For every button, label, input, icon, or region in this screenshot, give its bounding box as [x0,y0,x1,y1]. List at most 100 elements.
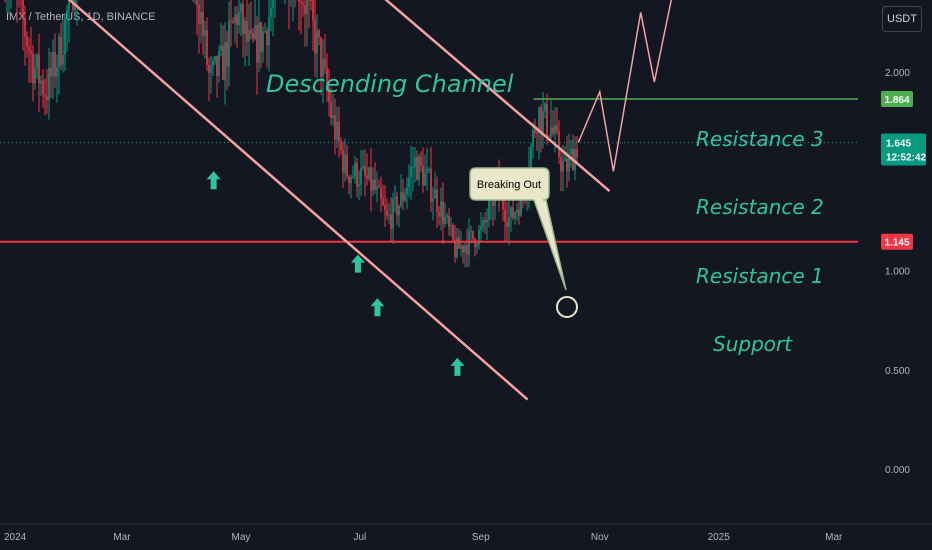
candle-body [358,184,360,187]
candle-body [52,52,54,77]
annotations-group: Descending Channel Resistance 3 Resistan… [266,70,824,356]
candle-body [538,107,540,133]
candle-body [444,217,446,225]
resistance3-label: Resistance 3 [696,127,824,151]
candle-body [302,3,304,6]
candle-body [560,157,562,172]
candle-body [252,32,254,39]
candle-body [260,22,262,52]
candle-body [240,4,242,12]
candle-body [356,162,358,187]
candle-body [400,192,402,206]
candle-body [422,165,424,186]
candle-body [368,167,370,179]
level-badge-label: 1.145 [884,238,909,249]
candle-body [458,237,460,249]
candle-body [372,179,374,191]
candle-body [544,103,546,112]
candle-body [426,169,428,173]
candle-body [516,209,518,213]
breaking-out-callout: Breaking Out [469,167,578,318]
candle-body [30,50,32,54]
candle-body [250,30,252,33]
candle-body [46,96,48,100]
channel-lower-line [67,0,529,401]
candle-body [200,11,202,25]
candle-body [386,209,388,216]
candle-body [268,16,270,46]
candle-body [514,212,516,219]
candle-body [434,189,436,199]
candle-body [548,135,550,137]
callout-bubble [469,167,567,291]
candle-body [314,20,316,54]
candle-body [202,11,204,36]
up-arrow-icon [350,254,365,273]
projection-group [577,0,673,172]
resistance2-label: Resistance 2 [696,195,824,219]
candle-body [218,50,220,76]
candle-body [350,176,352,184]
candle-body [564,158,566,162]
candle-body [502,192,504,210]
candle-body [470,230,472,232]
candle-body [320,37,322,77]
candle-body [370,167,372,191]
candle-body [384,205,386,210]
candle-body [440,201,442,217]
candle-body [54,52,56,77]
candle-body [556,125,558,132]
candle-body [364,166,366,176]
candle-body [394,197,396,199]
y-tick-label: 0.500 [885,366,910,377]
support-label: Support [713,332,793,356]
candle-body [554,125,556,134]
candle-body [342,149,344,173]
candle-body [520,187,522,216]
candle-body [242,4,244,35]
candle-body [212,60,214,67]
currency-button[interactable]: USDT [882,6,922,32]
candle-body [334,115,336,140]
candle-body [382,198,384,206]
candle-body [266,30,268,46]
candle-body [26,36,28,47]
candle-body [478,229,480,245]
candle-body [550,127,552,137]
candle-body [220,45,222,51]
candle-body [198,4,200,25]
y-tick-label: 0.000 [885,465,910,476]
candle-body [442,201,444,225]
candle-body [472,230,474,239]
candle-body [424,172,426,186]
candle-body [246,21,248,42]
candle-body [32,53,34,84]
candle-body [316,30,318,54]
candle-body [512,207,514,219]
candle-body [462,245,464,253]
candle-body [44,94,46,97]
x-tick-label: 2025 [708,532,731,543]
time-axis: 2024 Mar May Jul Sep Nov 2025 Mar [0,523,932,543]
level-badge [881,90,913,107]
candle-body [374,179,376,190]
callout-text: Breaking Out [477,179,541,191]
candle-body [534,129,536,133]
breakout-circle [556,296,578,318]
candle-body [570,148,572,155]
candle-body [248,30,250,42]
candle-body [24,17,26,37]
candle-body [214,56,216,61]
candle-body [222,45,224,80]
candle-body [226,42,228,67]
countdown-label: 12:52:42 [886,152,926,163]
candle-body [338,121,340,142]
candle-body [414,157,416,167]
candle-body [360,167,362,185]
candle-body [438,211,440,217]
candle-body [206,30,208,65]
candle-body [216,56,218,76]
up-arrow-icon [450,357,465,376]
